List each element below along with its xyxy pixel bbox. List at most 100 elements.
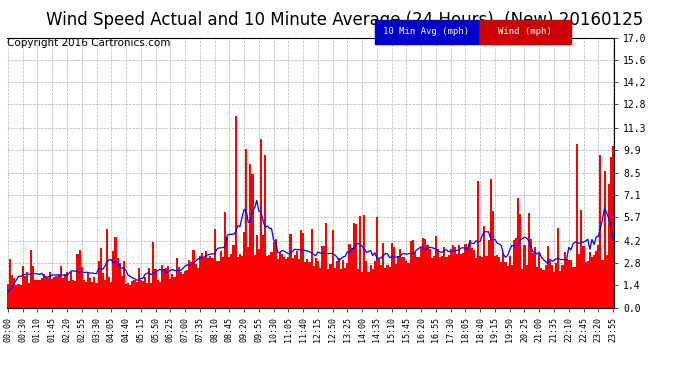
Bar	[99, 248, 102, 308]
Bar	[277, 258, 279, 308]
Bar	[163, 269, 165, 308]
Bar	[146, 283, 148, 308]
Bar	[522, 269, 524, 308]
Bar	[414, 252, 416, 308]
Text: Wind Speed Actual and 10 Minute Average (24 Hours)  (New) 20160125: Wind Speed Actual and 10 Minute Average …	[46, 11, 644, 29]
Bar	[201, 254, 203, 308]
Bar	[446, 257, 448, 307]
Bar	[285, 259, 287, 308]
Bar	[502, 252, 504, 308]
Bar	[580, 210, 582, 308]
Bar	[254, 255, 256, 308]
Bar	[30, 250, 32, 308]
Bar	[471, 248, 473, 308]
Bar	[376, 217, 378, 308]
Bar	[422, 238, 424, 308]
Bar	[509, 256, 511, 307]
Bar	[108, 277, 110, 308]
Bar	[576, 144, 578, 308]
Bar	[469, 240, 471, 308]
Bar	[197, 268, 199, 308]
Bar	[131, 281, 133, 308]
Bar	[568, 260, 570, 308]
Bar	[506, 266, 509, 308]
Bar	[496, 255, 498, 308]
Bar	[205, 251, 207, 308]
Bar	[165, 268, 167, 308]
Bar	[572, 267, 574, 308]
Bar	[403, 257, 406, 307]
Bar	[323, 246, 325, 308]
Bar	[416, 258, 418, 307]
Bar	[428, 249, 431, 308]
Bar	[534, 247, 536, 308]
Bar	[171, 274, 173, 308]
Bar	[546, 246, 549, 308]
Bar	[104, 280, 106, 308]
Bar	[235, 116, 237, 308]
Bar	[102, 273, 104, 308]
Bar	[536, 267, 538, 308]
Bar	[310, 230, 313, 308]
Bar	[273, 242, 275, 308]
Bar	[207, 258, 209, 308]
Bar	[243, 232, 245, 308]
Bar	[435, 236, 437, 308]
Bar	[135, 282, 137, 308]
Bar	[578, 254, 580, 308]
Bar	[97, 261, 99, 308]
Bar	[28, 284, 30, 308]
Bar	[361, 272, 363, 308]
Bar	[386, 265, 388, 308]
Bar	[321, 246, 323, 308]
Bar	[233, 245, 235, 308]
Bar	[222, 257, 224, 307]
Bar	[586, 261, 589, 308]
Bar	[370, 265, 372, 308]
Bar	[123, 261, 125, 308]
Bar	[213, 229, 215, 308]
Bar	[211, 258, 213, 307]
Bar	[178, 267, 180, 308]
Bar	[348, 244, 351, 308]
Bar	[218, 261, 220, 308]
Bar	[150, 283, 152, 308]
Bar	[53, 277, 55, 308]
Bar	[524, 244, 526, 308]
Text: 10 Min Avg (mph): 10 Min Avg (mph)	[384, 27, 469, 36]
Bar	[420, 248, 422, 308]
Bar	[133, 280, 135, 308]
Bar	[49, 272, 51, 308]
Bar	[68, 280, 70, 308]
Bar	[553, 272, 555, 308]
Bar	[270, 252, 273, 308]
Bar	[589, 252, 591, 308]
Bar	[251, 174, 254, 308]
Bar	[338, 258, 340, 308]
Bar	[304, 262, 306, 308]
Bar	[486, 256, 488, 308]
Bar	[408, 262, 410, 308]
Bar	[484, 226, 486, 308]
Bar	[34, 280, 37, 308]
Bar	[241, 256, 243, 308]
Bar	[374, 261, 376, 308]
Bar	[199, 256, 201, 307]
Bar	[517, 198, 520, 308]
Bar	[317, 261, 319, 308]
Bar	[538, 254, 540, 308]
Bar	[289, 234, 292, 308]
Bar	[540, 268, 542, 308]
Bar	[558, 228, 560, 308]
Bar	[353, 223, 355, 308]
Bar	[479, 256, 482, 307]
Bar	[600, 155, 602, 308]
Bar	[560, 271, 562, 308]
Bar	[595, 251, 598, 308]
Bar	[45, 276, 47, 308]
Text: Wind (mph): Wind (mph)	[497, 27, 551, 36]
Bar	[155, 268, 157, 308]
Bar	[437, 249, 439, 308]
Bar	[399, 249, 401, 308]
Bar	[532, 253, 534, 308]
